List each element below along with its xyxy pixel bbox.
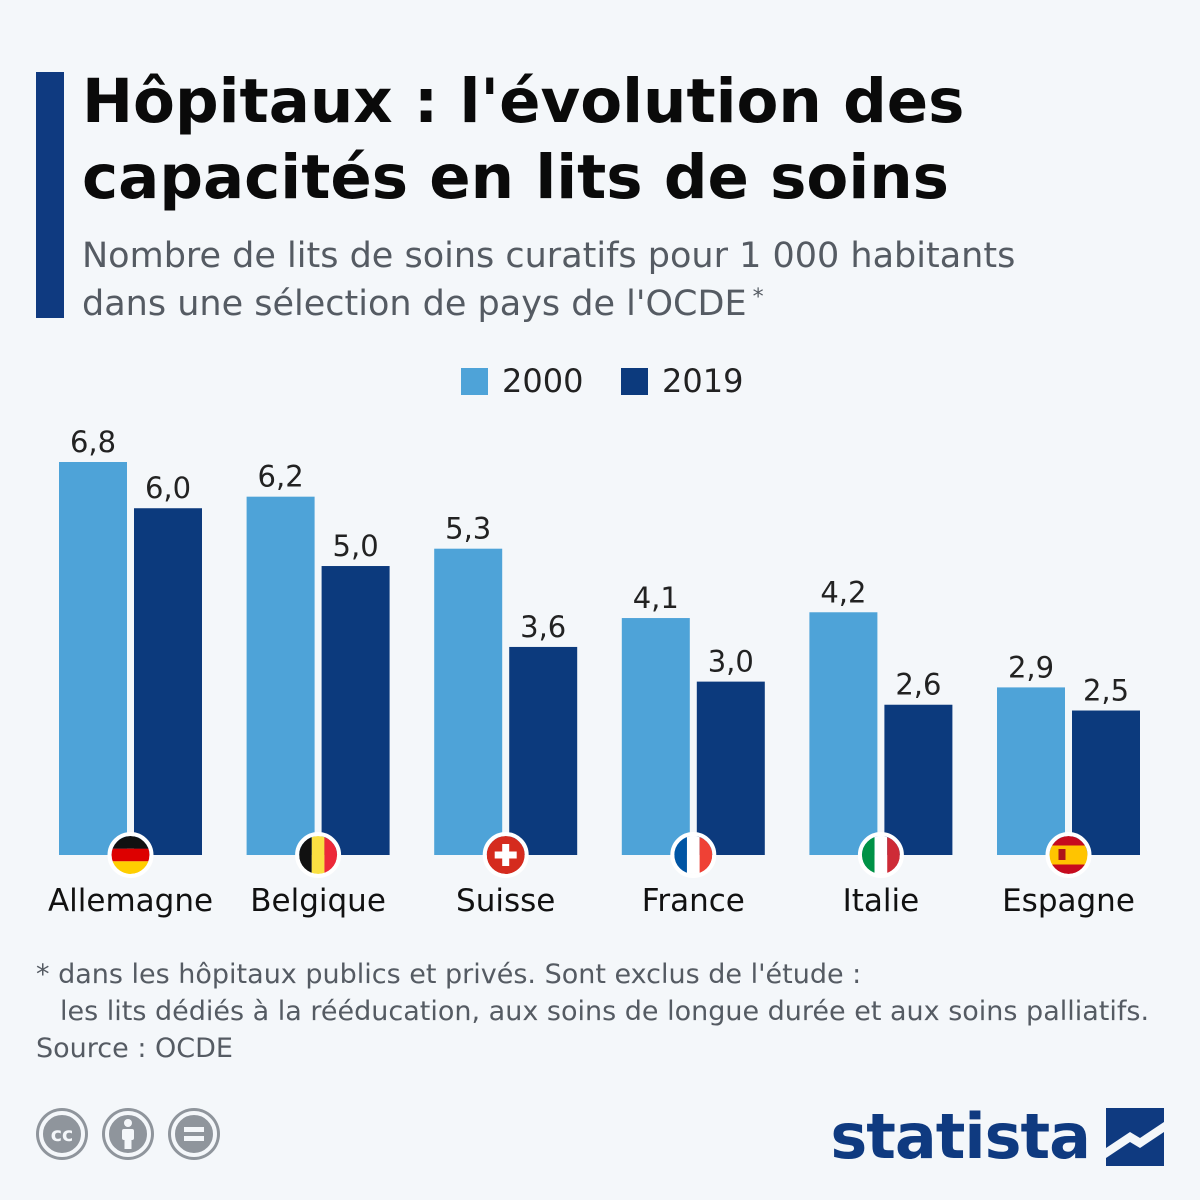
no-derivatives-icon[interactable] <box>168 1108 220 1160</box>
statista-logo: statista <box>830 1100 1164 1173</box>
category-label-belgique: Belgique <box>250 883 386 919</box>
bar-2019-france <box>696 681 765 855</box>
data-label-2000-belgique: 6,2 <box>258 460 304 494</box>
chart-subtitle-line-2: dans une sélection de pays de l'OCDE * <box>82 280 1172 328</box>
accent-bar <box>36 72 64 318</box>
statista-logo-icon <box>1106 1107 1164 1166</box>
bar-2000-belgique <box>246 496 315 855</box>
data-label-2019-allemagne: 6,0 <box>145 471 191 505</box>
data-label-2000-espagne: 2,9 <box>1008 650 1054 684</box>
chart-title-line-1: Hôpitaux : l'évolution des <box>82 66 965 137</box>
bar-2000-france <box>621 618 690 855</box>
category-label-france: France <box>642 883 745 919</box>
chart-title: Hôpitaux : l'évolution des capacités en … <box>82 64 1162 216</box>
bar-2000-espagne <box>997 687 1065 855</box>
data-label-2019-belgique: 5,0 <box>333 529 379 563</box>
chart-subtitle-line-1: Nombre de lits de soins curatifs pour 1 … <box>82 236 1016 276</box>
legend-label-2019: 2019 <box>662 362 744 400</box>
data-label-2000-france: 4,1 <box>633 581 679 615</box>
chart-subtitle: Nombre de lits de soins curatifs pour 1 … <box>82 232 1172 328</box>
data-label-2019-france: 3,0 <box>708 645 754 679</box>
bar-2000-suisse <box>434 548 503 855</box>
data-label-2019-italie: 2,6 <box>895 668 941 702</box>
data-label-2019-suisse: 3,6 <box>520 610 566 644</box>
flag-france-icon <box>670 832 717 878</box>
creative-commons-icon[interactable]: cc <box>36 1108 88 1160</box>
bar-2019-belgique <box>321 566 390 855</box>
license-icons: cc <box>36 1108 220 1160</box>
data-label-2000-allemagne: 6,8 <box>70 425 116 459</box>
data-label-2000-suisse: 5,3 <box>445 512 491 546</box>
legend-swatch-2019 <box>621 367 648 395</box>
svg-text:cc: cc <box>51 1124 74 1146</box>
footnote-marker: * <box>752 285 764 310</box>
category-label-suisse: Suisse <box>456 883 555 919</box>
bar-2019-espagne <box>1072 710 1140 855</box>
category-label-allemagne: Allemagne <box>48 883 213 919</box>
flag-italy-icon <box>857 832 904 878</box>
bar-2000-allemagne <box>59 462 127 855</box>
category-label-italie: Italie <box>843 883 920 919</box>
chart-legend: 2000 2019 <box>0 362 1200 408</box>
attribution-icon[interactable] <box>102 1108 154 1160</box>
data-label-2019-espagne: 2,5 <box>1083 674 1129 708</box>
legend-swatch-2000 <box>461 367 488 395</box>
bar-2000-italie <box>809 612 878 855</box>
statista-wordmark: statista <box>830 1100 1091 1173</box>
bar-2019-allemagne <box>134 508 202 855</box>
chart-title-line-2: capacités en lits de soins <box>82 142 949 213</box>
flag-germany-icon <box>107 832 154 878</box>
data-label-2000-italie: 4,2 <box>820 575 866 609</box>
source-text: Source : OCDE <box>36 1033 233 1064</box>
flag-switzerland-icon <box>482 832 529 878</box>
footnote-line-1: * dans les hôpitaux publics et privés. S… <box>36 959 862 990</box>
legend-label-2000: 2000 <box>502 362 584 400</box>
legend-item-2019: 2019 <box>621 362 743 400</box>
chart-subtitle-line-2-text: dans une sélection de pays de l'OCDE <box>82 284 747 324</box>
legend-item-2000: 2000 <box>461 362 583 400</box>
flag-spain-icon <box>1045 832 1092 878</box>
flag-belgium-icon <box>295 832 342 878</box>
bar-2019-italie <box>884 704 953 855</box>
footnote: * dans les hôpitaux publics et privés. S… <box>36 956 1176 1067</box>
category-label-espagne: Espagne <box>1002 883 1135 919</box>
bar-chart: 6,8 6,0 Allemagne 6,2 5,0 Belgique 5,3 3,6 Suiss… <box>48 425 1140 919</box>
bar-2019-suisse <box>509 646 578 855</box>
footnote-line-2: les lits dédiés à la rééducation, aux so… <box>60 996 1150 1027</box>
